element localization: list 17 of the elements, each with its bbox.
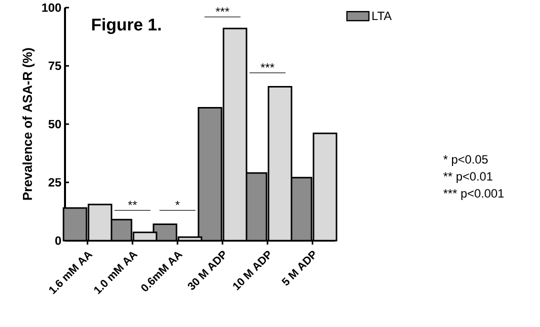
y-tick-label: 50 <box>48 120 61 129</box>
x-tick-label: 1.0 mM AA <box>94 252 138 294</box>
y-tick-label: 100 <box>42 4 61 12</box>
annotation: * <box>175 201 180 206</box>
x-tick-label: 1.6 mM AA <box>49 252 93 294</box>
text: ** p<0.01 <box>443 172 492 184</box>
y-axis-title: Prevalence of ASA-R (%) <box>22 48 35 200</box>
text: * p<0.05 <box>443 155 488 166</box>
annotation: ** <box>128 201 137 206</box>
y-tick-label: 75 <box>48 62 62 70</box>
annotation: *** <box>216 8 230 12</box>
annotation: *** <box>260 64 274 68</box>
y-tick-label: 25 <box>48 178 62 187</box>
text: Figure 1. <box>92 18 161 34</box>
y-tick-label: 0 <box>55 236 61 246</box>
legend-label: LTA <box>372 12 392 20</box>
text: *** p<0.001 <box>443 189 504 200</box>
